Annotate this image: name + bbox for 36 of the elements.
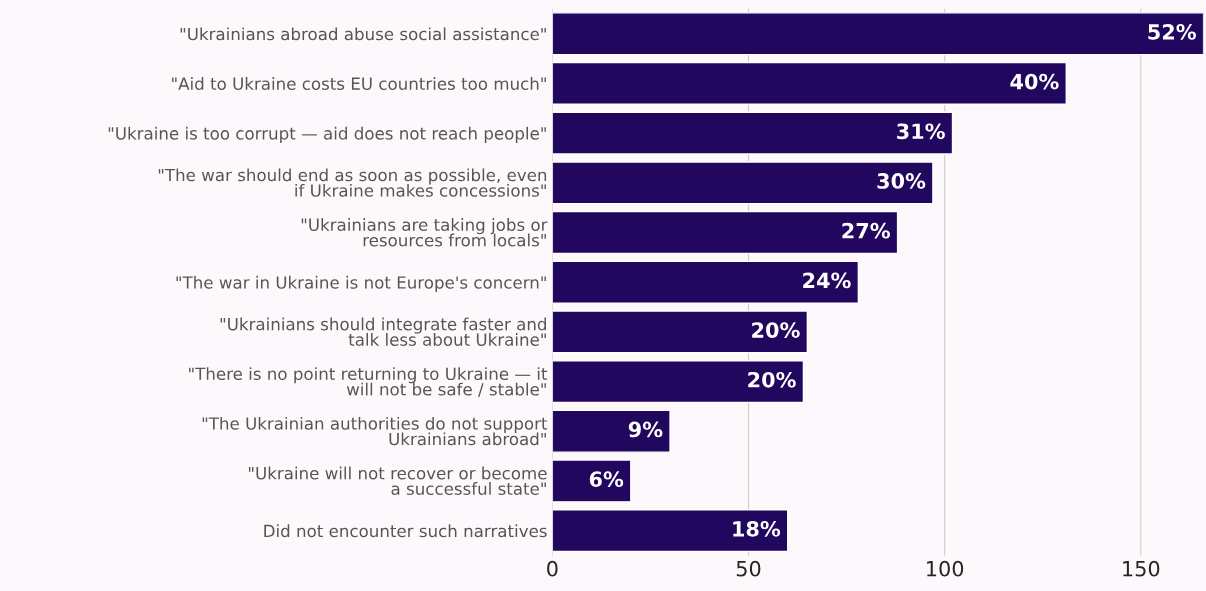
bar (552, 111, 954, 155)
y-tick-label: Did not encounter such narratives (264, 524, 547, 538)
x-tick-label: 0 (547, 560, 558, 577)
annotation: 40% (1010, 73, 1059, 90)
annotation: 20% (752, 322, 800, 338)
annotation: 30% (877, 173, 926, 189)
y-tick-label: "Ukraine will not recover or become a successful state" (248, 466, 547, 495)
bar (552, 459, 632, 503)
bar (552, 161, 934, 205)
y-tick-label: "The war should end as soon as possible, even if Ukraine makes concessions" (158, 168, 547, 197)
annotation: 18% (733, 520, 781, 537)
bar (552, 61, 1067, 105)
x-tick-label: 100 (927, 560, 964, 577)
y-tick-label: "The war in Ukraine is not Europe's concern" (176, 275, 546, 292)
annotation: 20% (748, 371, 796, 388)
bar (552, 310, 809, 354)
y-tick-label: "Aid to Ukraine costs EU countries too much" (172, 77, 546, 90)
y-tick-label: "Ukraine is too corrupt — aid does not reach people" (108, 126, 546, 143)
annotation: 9% (628, 421, 663, 438)
y-tick-label: "Ukrainians abroad abuse social assistance" (180, 27, 546, 41)
annotation: 31% (897, 123, 945, 140)
bar (552, 210, 899, 255)
x-tick-label: 150 (1123, 560, 1160, 577)
annotation: 27% (842, 222, 890, 239)
annotation: 24% (803, 272, 851, 289)
bar (552, 360, 805, 404)
y-tick-label: "The Ukrainian authorities do not support Ukrainians abroad" (202, 416, 548, 446)
y-tick-label: "There is no point returning to Ukraine — it will not be safe / stable" (189, 367, 548, 397)
annotation: 52% (1148, 24, 1196, 40)
y-tick-label: "Ukrainians should integrate faster and talk less about Ukraine" (220, 317, 546, 346)
y-tick-label: "Ukrainians are taking jobs or resources from locals" (301, 218, 548, 247)
annotation: 6% (589, 471, 624, 488)
bar (552, 260, 860, 304)
bar (552, 509, 789, 553)
x-tick-label: 50 (736, 560, 761, 577)
bar (552, 409, 671, 453)
